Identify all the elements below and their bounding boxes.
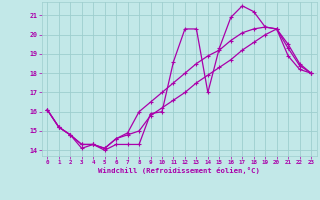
X-axis label: Windchill (Refroidissement éolien,°C): Windchill (Refroidissement éolien,°C) — [98, 167, 260, 174]
